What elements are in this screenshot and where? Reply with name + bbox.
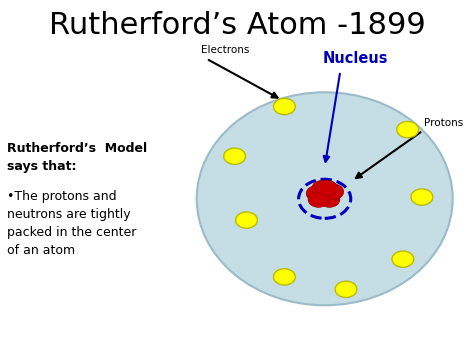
Circle shape: [317, 180, 337, 196]
Text: Nucleus: Nucleus: [322, 51, 388, 66]
Circle shape: [397, 121, 419, 138]
Circle shape: [236, 212, 257, 228]
Circle shape: [411, 189, 433, 205]
Text: Electrons: Electrons: [201, 45, 250, 55]
Circle shape: [273, 269, 295, 285]
Circle shape: [308, 192, 329, 207]
Text: Protons: Protons: [424, 118, 464, 128]
Circle shape: [306, 186, 327, 201]
Circle shape: [335, 281, 357, 297]
Circle shape: [319, 192, 340, 207]
Circle shape: [392, 251, 414, 267]
Text: Rutherford’s Atom -1899: Rutherford’s Atom -1899: [49, 11, 425, 40]
Circle shape: [273, 98, 295, 115]
Circle shape: [323, 184, 344, 200]
Circle shape: [224, 148, 246, 164]
Text: •The protons and
neutrons are tightly
packed in the center
of an atom: •The protons and neutrons are tightly pa…: [7, 190, 137, 257]
Ellipse shape: [197, 92, 453, 305]
Circle shape: [312, 180, 333, 196]
Text: Rutherford’s  Model
says that:: Rutherford’s Model says that:: [7, 142, 147, 173]
